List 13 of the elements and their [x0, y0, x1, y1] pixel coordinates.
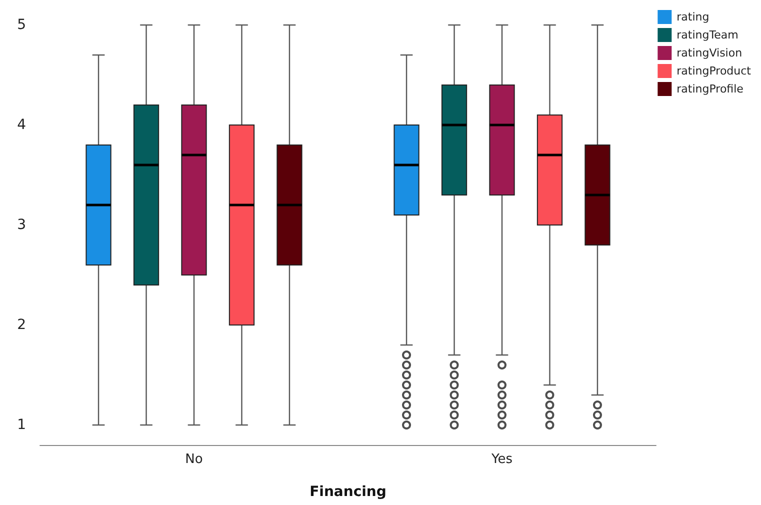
y-tick-label: 1	[17, 417, 26, 433]
y-tick-label: 5	[17, 17, 26, 33]
legend-label: ratingVision	[676, 46, 742, 60]
x-axis-title: Financing	[310, 484, 386, 500]
y-tick-label: 4	[17, 117, 26, 133]
legend-label: ratingProfile	[676, 82, 744, 96]
legend-label: ratingProduct	[676, 64, 752, 78]
x-tick-label: No	[185, 452, 203, 467]
y-tick-label: 2	[17, 317, 26, 333]
legend-label: rating	[676, 10, 710, 24]
legend-label: ratingTeam	[676, 28, 738, 42]
x-tick-label: Yes	[490, 452, 513, 467]
y-tick-label: 3	[17, 217, 26, 233]
